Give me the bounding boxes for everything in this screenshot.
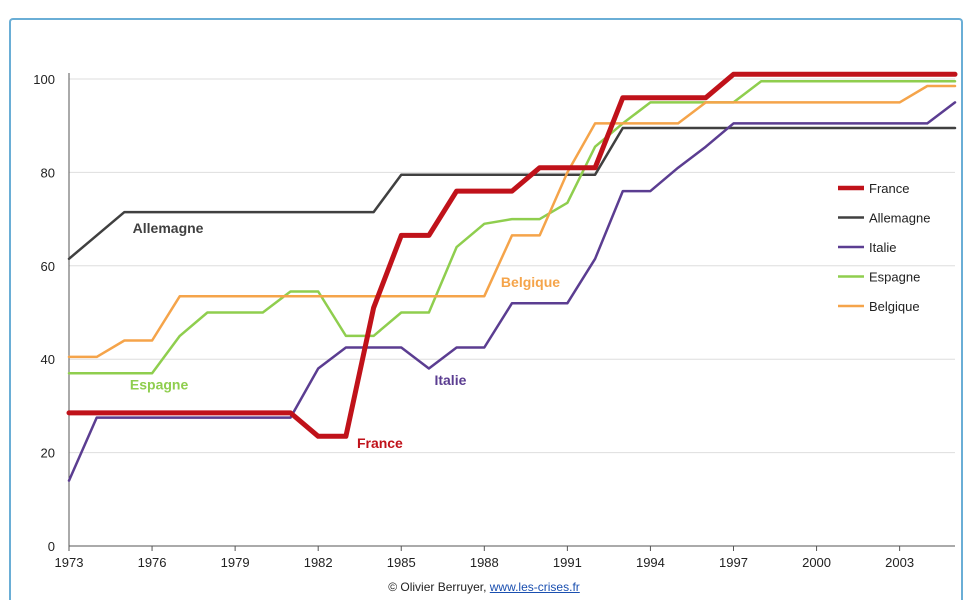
- credit-line: © Olivier Berruyer, www.les-crises.fr: [0, 580, 968, 594]
- axes: [68, 73, 955, 551]
- x-tick-label-2003: 2003: [885, 555, 914, 570]
- annotation-espagne: Espagne: [130, 377, 189, 393]
- y-tick-labels: 0 20 40 60 80 100: [33, 72, 55, 554]
- annotation-belgique: Belgique: [501, 274, 560, 290]
- x-tick-label-1991: 1991: [553, 555, 582, 570]
- series-line-espagne: [67, 80, 957, 375]
- legend-label-belgique: Belgique: [869, 299, 920, 314]
- x-tick-label-1994: 1994: [636, 555, 665, 570]
- annotation-france: France: [357, 435, 403, 451]
- y-tick-label-60: 60: [41, 259, 55, 274]
- series-line-allemagne: [67, 126, 957, 261]
- x-tick-label-1979: 1979: [221, 555, 250, 570]
- legend-label-allemagne: Allemagne: [869, 211, 930, 226]
- legend-label-italie: Italie: [869, 240, 896, 255]
- x-tick-label-2000: 2000: [802, 555, 831, 570]
- y-tick-label-0: 0: [48, 539, 55, 554]
- y-tick-label-80: 80: [41, 165, 55, 180]
- x-tick-labels: 1973 1976 1979 1982 1985 1988 1991 1994 1997 2000…: [55, 555, 915, 570]
- annotation-italie: Italie: [434, 372, 466, 388]
- y-tick-label-100: 100: [33, 72, 55, 87]
- series-line-italie: [67, 101, 957, 482]
- x-tick-label-1997: 1997: [719, 555, 748, 570]
- series-line-france: [66, 71, 958, 439]
- series-line-belgique: [67, 84, 957, 359]
- chart-frame: [9, 18, 963, 600]
- gridlines: [69, 78, 955, 454]
- credit-author: © Olivier Berruyer,: [388, 580, 487, 594]
- legend: France Allemagne Italie Espagne Belgique: [838, 181, 930, 314]
- annotation-allemagne: Allemagne: [133, 220, 204, 236]
- x-tick-label-1976: 1976: [138, 555, 167, 570]
- series-lines: [66, 71, 958, 482]
- y-tick-label-20: 20: [41, 446, 55, 461]
- y-tick-label-40: 40: [41, 352, 55, 367]
- x-tick-label-1973: 1973: [55, 555, 84, 570]
- x-tick-label-1985: 1985: [387, 555, 416, 570]
- credit-link[interactable]: www.les-crises.fr: [489, 580, 580, 594]
- x-tick-label-1988: 1988: [470, 555, 499, 570]
- x-tick-label-1982: 1982: [304, 555, 333, 570]
- series-annotations: Allemagne Espagne France Italie Belgique: [130, 220, 560, 451]
- legend-label-france: France: [869, 181, 909, 196]
- legend-label-espagne: Espagne: [869, 270, 920, 285]
